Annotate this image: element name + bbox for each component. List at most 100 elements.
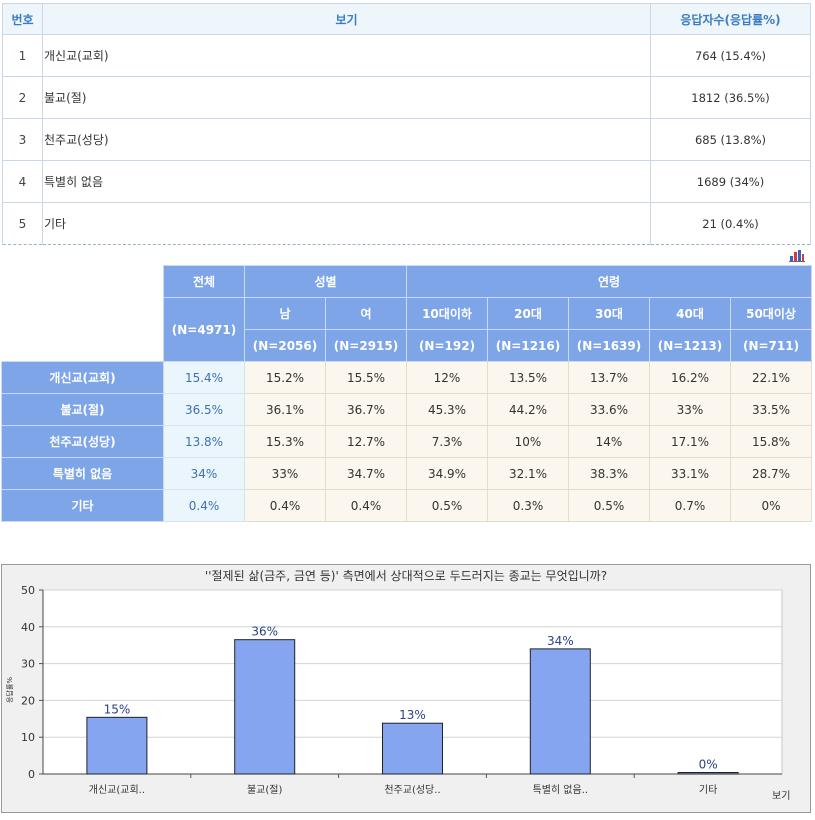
group-label: 10대이하 xyxy=(406,297,488,330)
group-n: (N=1639) xyxy=(568,329,650,362)
group-label: 남 xyxy=(244,297,326,330)
total-header: 전체 xyxy=(163,265,245,298)
group-n: (N=192) xyxy=(406,329,488,362)
cross-cell: 15.5% xyxy=(325,361,407,394)
row-result: 764 (15.4%) xyxy=(650,34,811,77)
bar xyxy=(677,772,739,775)
y-axis-label: 응답률% xyxy=(5,677,14,703)
bar-data-label: 0% xyxy=(699,758,718,772)
cross-total-cell: 34% xyxy=(163,457,245,490)
bar-data-label: 34% xyxy=(547,634,574,648)
cross-cell: 14% xyxy=(568,425,650,458)
header-option: 보기 xyxy=(42,3,651,35)
bar-data-label: 15% xyxy=(104,702,131,716)
cross-cell: 17.1% xyxy=(649,425,731,458)
cross-cell: 33.1% xyxy=(649,457,731,490)
y-tick-label: 0 xyxy=(28,768,35,781)
y-tick-label: 50 xyxy=(21,584,35,597)
cross-cell: 7.3% xyxy=(406,425,488,458)
cross-cell: 34.7% xyxy=(325,457,407,490)
header-responses: 응답자수(응답률%) xyxy=(650,3,811,35)
cross-cell: 13.7% xyxy=(568,361,650,394)
bar xyxy=(382,722,443,775)
summary-row: 4 특별히 없음 1689 (34%) xyxy=(2,160,811,203)
cross-cell: 15.3% xyxy=(244,425,326,458)
cross-total-cell: 15.4% xyxy=(163,361,245,394)
group-label: 40대 xyxy=(649,297,731,330)
row-label: 기타 xyxy=(42,202,651,245)
bar-data-label: 36% xyxy=(251,625,278,639)
chart-toggle-icon[interactable] xyxy=(788,248,805,262)
chart-title: ''절제된 삶(금주, 금연 등)' 측면에서 상대적으로 두드러지는 종교는 … xyxy=(205,569,607,583)
group-n: (N=1216) xyxy=(487,329,569,362)
y-tick-label: 10 xyxy=(21,731,35,744)
group-n: (N=2915) xyxy=(325,329,407,362)
bar-chart-svg: ''절제된 삶(금주, 금연 등)' 측면에서 상대적으로 두드러지는 종교는 … xyxy=(5,569,790,802)
cross-cell: 36.1% xyxy=(244,393,326,426)
cross-cell: 10% xyxy=(487,425,569,458)
summary-row: 1 개신교(교회) 764 (15.4%) xyxy=(2,34,811,77)
cross-total-cell: 0.4% xyxy=(163,489,245,522)
row-num: 4 xyxy=(2,160,43,203)
cross-cell: 0.7% xyxy=(649,489,731,522)
cross-cell: 0.5% xyxy=(568,489,650,522)
bar-data-label: 13% xyxy=(399,708,426,722)
x-tick-label: 천주교(성당.. xyxy=(384,784,440,796)
row-result: 1689 (34%) xyxy=(650,160,811,203)
summary-header-row: 번호 보기 응답자수(응답률%) xyxy=(2,3,811,35)
row-label: 불교(절) xyxy=(42,76,651,119)
cross-cell: 44.2% xyxy=(487,393,569,426)
cross-cell: 33.5% xyxy=(729,393,813,426)
x-axis-label: 보기 xyxy=(772,790,790,802)
x-tick-label: 개신교(교회.. xyxy=(89,784,145,796)
group-n: (N=711) xyxy=(729,329,813,362)
group-n: (N=1213) xyxy=(649,329,731,362)
row-num: 5 xyxy=(2,202,43,245)
cross-cell: 0.4% xyxy=(325,489,407,522)
cross-total-cell: 13.8% xyxy=(163,425,245,458)
group-label: 20대 xyxy=(487,297,569,330)
row-num: 3 xyxy=(2,118,43,161)
summary-row: 2 불교(절) 1812 (36.5%) xyxy=(2,76,811,119)
y-tick-label: 30 xyxy=(21,658,35,671)
header-num: 번호 xyxy=(2,3,43,35)
x-tick-label: 불교(절) xyxy=(247,783,283,796)
cross-cell: 33.6% xyxy=(568,393,650,426)
cross-cell: 28.7% xyxy=(729,457,813,490)
group-label: 여 xyxy=(325,297,407,330)
x-tick-label: 기타 xyxy=(699,784,717,796)
bar xyxy=(86,716,148,775)
row-num: 1 xyxy=(2,34,43,77)
cross-cell: 16.2% xyxy=(649,361,731,394)
cross-row: 특별히 없음 34% 33% 34.7% 34.9% 32.1% 38.3% 3… xyxy=(1,457,813,490)
y-tick-label: 40 xyxy=(21,621,35,634)
cross-row: 불교(절) 36.5% 36.1% 36.7% 45.3% 44.2% 33.6… xyxy=(1,393,813,426)
cross-cell: 13.5% xyxy=(487,361,569,394)
cross-cell: 0% xyxy=(729,489,813,522)
cross-row-label: 천주교(성당) xyxy=(1,425,164,458)
summary-table: 번호 보기 응답자수(응답률%) 1 개신교(교회) 764 (15.4%) 2… xyxy=(2,3,811,245)
cross-cell: 12.7% xyxy=(325,425,407,458)
bar-chart: ''절제된 삶(금주, 금연 등)' 측면에서 상대적으로 두드러지는 종교는 … xyxy=(1,564,811,813)
cross-row-label: 개신교(교회) xyxy=(1,361,164,394)
cross-cell: 33% xyxy=(244,457,326,490)
corner-blank xyxy=(1,265,164,362)
cross-cell: 15.8% xyxy=(729,425,813,458)
row-num: 2 xyxy=(2,76,43,119)
cross-cell: 0.4% xyxy=(244,489,326,522)
total-n: (N=4971) xyxy=(163,297,245,362)
cross-row: 기타 0.4% 0.4% 0.4% 0.5% 0.3% 0.5% 0.7% 0% xyxy=(1,489,813,522)
cross-cell: 36.7% xyxy=(325,393,407,426)
group-n: (N=2056) xyxy=(244,329,326,362)
summary-row: 3 천주교(성당) 685 (13.8%) xyxy=(2,118,811,161)
cross-cell: 22.1% xyxy=(729,361,813,394)
cross-cell: 38.3% xyxy=(568,457,650,490)
cross-cell: 33% xyxy=(649,393,731,426)
cross-row-label: 불교(절) xyxy=(1,393,164,426)
cross-cell: 45.3% xyxy=(406,393,488,426)
summary-row: 5 기타 21 (0.4%) xyxy=(2,202,811,245)
row-result: 1812 (36.5%) xyxy=(650,76,811,119)
y-tick-label: 20 xyxy=(21,694,35,707)
cross-cell: 12% xyxy=(406,361,488,394)
row-label: 특별히 없음 xyxy=(42,160,651,203)
